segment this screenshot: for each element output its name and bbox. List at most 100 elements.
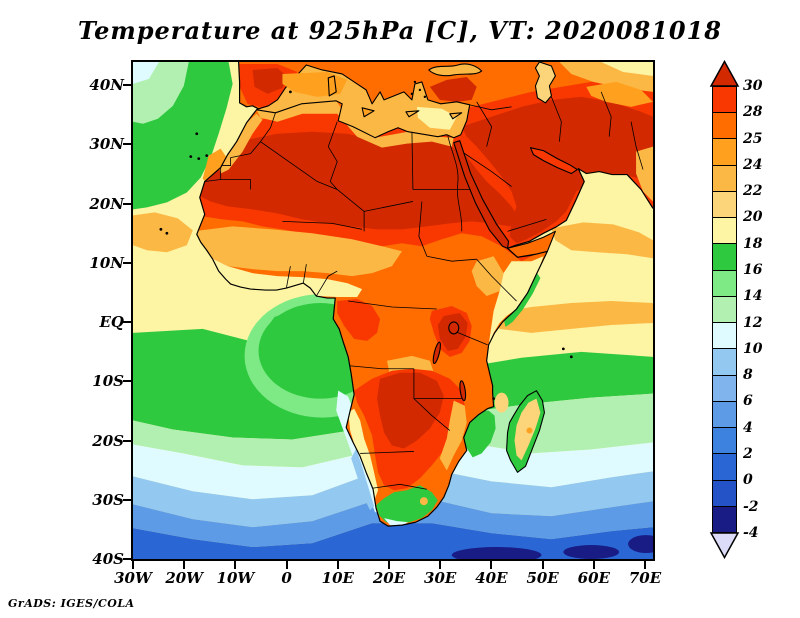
colorbar-band (713, 269, 736, 296)
colorbar-level-label: 4 (743, 419, 753, 436)
colorbar-level-label: -2 (743, 498, 759, 515)
colorbar-level-label: 22 (743, 183, 763, 200)
colorbar-band (713, 322, 736, 349)
lat-tick-mark (123, 84, 131, 86)
black-sea (428, 63, 483, 77)
colorbar-level-label: 25 (743, 130, 763, 147)
colorbar-band (713, 243, 736, 270)
lat-tick-label: 20N (89, 194, 124, 213)
lon-tick-label: 70E (628, 569, 662, 587)
sardinia (327, 75, 337, 97)
lat-tick-label: 40N (89, 76, 124, 94)
lon-tick-label: 10E (321, 569, 354, 587)
cyprus (449, 112, 463, 120)
colorbar-band (713, 87, 736, 113)
lon-tick-label: 40E (475, 569, 508, 587)
colorbar-arrow-below-min (709, 532, 740, 559)
colorbar-level-label: 0 (743, 472, 753, 489)
colorbar-band (713, 164, 736, 191)
lat-tick-mark (123, 439, 131, 442)
lon-tick-mark (234, 561, 237, 569)
colorbar-level-label: 12 (743, 314, 763, 331)
colorbar-band (713, 348, 736, 375)
colorbar-band (713, 295, 736, 323)
lon-tick-mark (183, 561, 186, 569)
lon-tick-label: 20W (165, 569, 204, 587)
gulf-of-aden (507, 230, 556, 258)
colorbar-band (713, 190, 736, 218)
country-borders (204, 91, 644, 490)
colorbar-band (713, 112, 736, 139)
colorbar-band (713, 400, 736, 428)
colorbar-band (713, 138, 736, 165)
lon-tick-label: 30E (424, 569, 457, 587)
lat-tick-label: 20S (92, 431, 124, 450)
credit-label: GrADS: IGES/COLA (8, 597, 135, 610)
lon-tick-label: 60E (577, 569, 610, 587)
colorbar-level-label: 20 (743, 209, 763, 226)
lat-tick-label: 30N (89, 135, 124, 154)
colorbar-level-label: 30 (743, 78, 763, 94)
colorbar-band (713, 453, 736, 480)
colorbar-level-label: 24 (743, 156, 763, 173)
colorbar-level-label: 2 (743, 446, 753, 463)
lat-tick-mark (123, 143, 131, 146)
colorbar-band (713, 374, 736, 401)
lon-tick-label: 30W (114, 569, 152, 587)
africa-temperature-map (133, 62, 653, 559)
colorbar-level-label: -4 (743, 524, 759, 541)
lon-tick-mark (439, 561, 442, 569)
lon-tick-mark (285, 561, 288, 569)
mediterranean-islands (327, 75, 463, 120)
lon-tick-mark (132, 561, 134, 569)
lat-tick-label: 10S (92, 372, 124, 391)
lon-tick-mark (336, 561, 339, 569)
lon-tick-mark (592, 561, 595, 569)
lon-tick-mark (490, 561, 493, 569)
colorbar-level-label: 8 (743, 367, 753, 384)
caspian-sea (534, 62, 556, 104)
lake-malawi (459, 380, 467, 402)
colorbar-level-label: 28 (743, 104, 763, 121)
colorbar-level-label: 6 (743, 393, 753, 410)
small-islands (159, 80, 573, 401)
lon-tick-label: 10W (216, 569, 255, 587)
lon-tick-mark (644, 561, 646, 569)
lat-tick-mark (123, 261, 131, 264)
madagascar (506, 390, 545, 473)
crete (405, 110, 420, 118)
lon-tick-mark (388, 561, 390, 569)
colorbar-arrow-above-max (709, 60, 740, 87)
lat-tick-label: 40S (92, 550, 124, 568)
lat-tick-mark (123, 558, 131, 560)
lat-tick-mark (123, 321, 131, 323)
persian-gulf (529, 147, 578, 175)
colorbar-band (713, 505, 736, 532)
lake-victoria (448, 321, 460, 335)
lat-tick-label: 10N (89, 253, 124, 272)
lon-tick-label: 50E (526, 569, 559, 587)
colorbar-level-label: 16 (743, 262, 763, 279)
lat-tick-mark (123, 498, 131, 501)
colorbar (712, 86, 737, 533)
lat-tick-mark (123, 380, 131, 383)
lon-tick-label: 0 (281, 569, 292, 587)
lon-tick-label: 20E (372, 569, 406, 587)
colorbar-level-label: 18 (743, 235, 763, 252)
sicily (361, 107, 375, 118)
map-frame (131, 60, 655, 561)
lat-tick-label: 30S (92, 490, 124, 509)
colorbar-band (713, 217, 736, 244)
colorbar-band (713, 479, 736, 506)
colorbar-level-label: 10 (743, 340, 763, 357)
lat-tick-label: EQ (99, 313, 125, 331)
colorbar-level-label: 14 (743, 288, 763, 305)
plot-title: Temperature at 925hPa [C], VT: 202008101… (77, 16, 723, 45)
water-bodies (255, 62, 578, 402)
red-sea (453, 140, 510, 249)
colorbar-band (713, 427, 736, 454)
lon-tick-mark (541, 561, 544, 569)
lat-tick-mark (123, 202, 131, 205)
lake-tanganyika (432, 341, 441, 365)
